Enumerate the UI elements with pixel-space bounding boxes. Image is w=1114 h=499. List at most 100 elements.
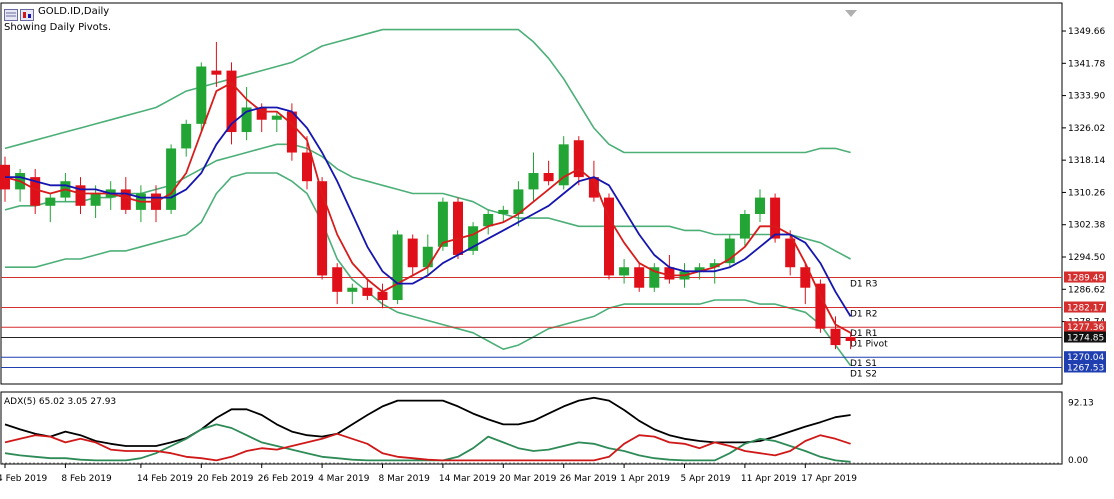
pivot-tag-label: 1277.36 bbox=[1067, 323, 1104, 333]
candle bbox=[785, 230, 796, 276]
price-tick-label: 1294.50 bbox=[1068, 253, 1105, 263]
candle-body bbox=[468, 226, 479, 251]
candle bbox=[483, 209, 494, 235]
time-tick-label: 17 Apr 2019 bbox=[801, 474, 857, 484]
candle-body bbox=[437, 201, 448, 247]
main-panel-border bbox=[0, 2, 1063, 385]
time-tick-label: 14 Feb 2019 bbox=[137, 474, 193, 484]
candle-body bbox=[75, 185, 86, 206]
pivot-tag: 1274.85 bbox=[1064, 331, 1106, 344]
candle-body bbox=[256, 107, 267, 120]
candle bbox=[166, 144, 177, 214]
candle-body bbox=[286, 111, 297, 153]
candle-body bbox=[770, 197, 781, 239]
candle bbox=[604, 193, 614, 280]
pivot-tag-box bbox=[1064, 301, 1106, 313]
candle bbox=[649, 263, 660, 292]
price-tick-label: 1326.02 bbox=[1068, 124, 1105, 134]
pivot-tag: 1289.49 bbox=[1064, 271, 1106, 284]
adx-series-2 bbox=[4, 432, 851, 462]
pivot-label-2: D1 R1 bbox=[850, 329, 878, 339]
candle-body bbox=[845, 336, 856, 341]
candle bbox=[347, 283, 358, 305]
candle-body bbox=[558, 144, 569, 186]
candle-body bbox=[392, 234, 403, 301]
candle bbox=[739, 209, 750, 247]
candle-body bbox=[664, 267, 675, 280]
price-tick-label: 1349.66 bbox=[1068, 27, 1105, 37]
candle-body bbox=[619, 267, 630, 276]
candle-body bbox=[739, 213, 750, 239]
candle bbox=[422, 234, 433, 276]
candle-body bbox=[755, 197, 765, 214]
candle bbox=[664, 254, 675, 284]
candlesticks[interactable] bbox=[0, 41, 856, 350]
candle bbox=[181, 119, 192, 157]
candle bbox=[362, 279, 373, 301]
candle-body bbox=[30, 177, 41, 206]
pivot-tag-box bbox=[1064, 271, 1106, 283]
price-tick-label: 1310.26 bbox=[1068, 188, 1105, 198]
candle-body bbox=[830, 328, 841, 346]
candle bbox=[468, 222, 479, 255]
adx-tick-label: 0.00 bbox=[1068, 456, 1088, 466]
price-tick-label: 1318.14 bbox=[1068, 156, 1105, 166]
adx-title: ADX(5) 65.02 3.05 27.93 bbox=[4, 397, 116, 407]
candle bbox=[211, 41, 222, 87]
pivot-tag-label: 1267.53 bbox=[1067, 363, 1104, 373]
adx-panel-border bbox=[0, 391, 1063, 465]
pivot-label-1: D1 R2 bbox=[850, 310, 878, 320]
price-tick-label: 1302.38 bbox=[1068, 221, 1105, 231]
fast-ma-line bbox=[4, 82, 852, 334]
pivot-tag-box bbox=[1064, 321, 1106, 333]
candle-body bbox=[724, 238, 735, 264]
candle bbox=[634, 263, 645, 292]
candle-body bbox=[604, 197, 614, 276]
candle-body bbox=[513, 189, 524, 214]
candle-body bbox=[634, 267, 645, 288]
candle-body bbox=[181, 123, 192, 149]
candle bbox=[120, 177, 131, 214]
candle bbox=[241, 86, 252, 141]
pivot-tag-label: 1282.17 bbox=[1067, 304, 1104, 314]
candle bbox=[75, 177, 86, 214]
slow-ma-line bbox=[5, 106, 852, 317]
scroll-marker-icon[interactable] bbox=[845, 3, 857, 22]
price-tick-label: 1341.78 bbox=[1068, 59, 1105, 69]
symbol-title: GOLD.ID,Daily bbox=[38, 6, 110, 17]
candle-body bbox=[377, 291, 388, 301]
candle bbox=[407, 234, 418, 276]
time-axis[interactable]: 4 Feb 2019 8 Feb 2019 14 Feb 2019 20 Feb 20… bbox=[0, 464, 857, 484]
candle-body bbox=[90, 193, 101, 206]
candle bbox=[392, 230, 403, 305]
pivot-tag-box bbox=[1064, 331, 1106, 343]
pivot-tag-label: 1274.85 bbox=[1067, 334, 1104, 344]
pivot-tag: 1277.36 bbox=[1064, 321, 1106, 333]
time-tick-label: 14 Mar 2019 bbox=[439, 474, 496, 484]
pivot-tag-box bbox=[1064, 361, 1106, 373]
candle bbox=[724, 234, 735, 268]
pivot-label-0: D1 R3 bbox=[850, 280, 878, 290]
candle-body bbox=[302, 152, 312, 182]
candle bbox=[528, 152, 539, 202]
candle bbox=[196, 62, 207, 133]
candle bbox=[498, 205, 509, 223]
bollinger-lower-line bbox=[5, 172, 852, 367]
pivot-tag-box bbox=[1064, 351, 1106, 363]
candle-body bbox=[347, 287, 358, 292]
candle-body bbox=[211, 70, 222, 75]
pivot-label-5: D1 S2 bbox=[850, 369, 877, 379]
time-tick-label: 20 Mar 2019 bbox=[499, 474, 556, 484]
candle bbox=[755, 189, 765, 223]
candle bbox=[302, 136, 312, 190]
candle-body bbox=[785, 238, 796, 268]
candle-body bbox=[196, 66, 207, 124]
time-tick-label: 4 Mar 2019 bbox=[318, 474, 370, 484]
candle bbox=[513, 181, 524, 227]
candle-body bbox=[649, 267, 660, 288]
time-tick-label: 8 Mar 2019 bbox=[379, 474, 431, 484]
bollinger-bands bbox=[4, 28, 852, 367]
